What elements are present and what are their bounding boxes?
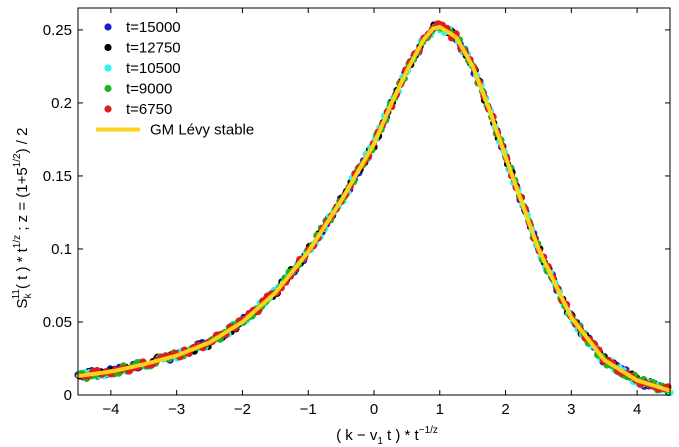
legend-label: t=10500: [126, 60, 181, 77]
legend-marker: [104, 23, 112, 31]
x-tick-label: 0: [370, 401, 378, 418]
legend: t=15000 t=12750 t=10500 t=9000 t=6750 GM Lévy…: [96, 19, 254, 139]
x-axis-label: ( k − v1 t ) * t−1/z: [336, 425, 438, 447]
axis-ticks: −4 −3 −2 −1 0 1 2 3 4 0 0.05 0.1 0.15 0.2 0.25: [43, 8, 670, 418]
x-tick-label: −4: [102, 401, 119, 418]
x-tick-label: −1: [300, 401, 317, 418]
legend-marker: [104, 64, 112, 72]
x-tick-label: 2: [501, 401, 509, 418]
y-tick-label: 0.05: [43, 314, 72, 331]
legend-label: t=9000: [126, 81, 172, 98]
legend-marker: [104, 105, 112, 113]
x-tick-label: 1: [436, 401, 444, 418]
x-tick-label: −3: [168, 401, 185, 418]
y-tick-label: 0.1: [51, 241, 72, 258]
legend-marker: [104, 43, 112, 52]
y-tick-label: 0.15: [43, 168, 72, 185]
legend-label: t=15000: [126, 19, 181, 36]
x-tick-label: 3: [567, 401, 575, 418]
legend-label: t=12750: [126, 40, 181, 57]
y-tick-label: 0: [64, 387, 72, 404]
y-tick-label: 0.25: [43, 22, 72, 39]
x-tick-label: −2: [234, 401, 251, 418]
legend-label: t=6750: [126, 101, 172, 118]
fit-curve: [76, 25, 672, 393]
y-axis-label: Sk11( t ) * t1/z ; z = (1+51/2) / 2: [11, 128, 34, 309]
legend-label: GM Lévy stable: [150, 122, 254, 139]
x-tick-label: 4: [633, 401, 641, 418]
y-tick-label: 0.2: [51, 95, 72, 112]
legend-marker: [104, 84, 112, 93]
